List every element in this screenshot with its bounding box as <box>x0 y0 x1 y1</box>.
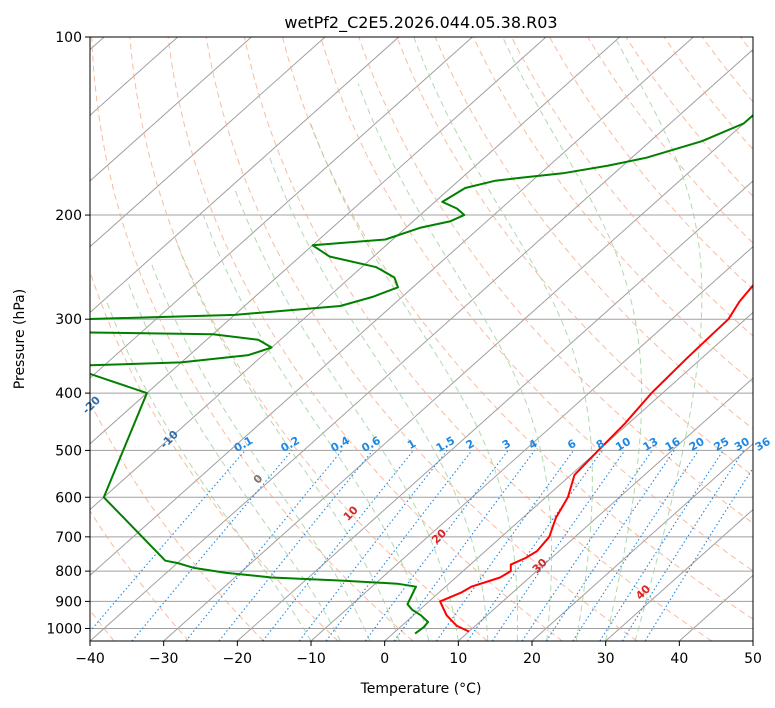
moist-adiabat-line <box>614 37 703 641</box>
mixing-ratio-line <box>218 450 374 641</box>
moist-adiabat-line <box>202 214 430 641</box>
x-tick-label: −10 <box>296 651 326 667</box>
mixing-ratio-line <box>491 450 626 641</box>
dry-adiabat-line <box>511 37 753 337</box>
y-tick-label: 600 <box>55 490 82 506</box>
x-tick-label: 0 <box>380 651 389 667</box>
x-axis-label: Temperature (°C) <box>360 681 482 697</box>
mixing-ratio-line <box>467 450 603 641</box>
isotherm-line <box>163 114 753 641</box>
isotherm-line <box>90 37 252 182</box>
isotherm-line <box>605 508 753 641</box>
dry-adiabat-line <box>90 400 264 641</box>
mixing-ratio-line <box>435 450 575 641</box>
moist-adiabat-line <box>175 239 400 641</box>
moist-adiabat-line <box>502 37 643 641</box>
mixing-ratio-line <box>521 450 653 641</box>
x-tick-label: −30 <box>149 651 179 667</box>
isotherm-line <box>90 37 400 314</box>
isotherm-line <box>90 37 621 511</box>
dry-adiabat-line <box>358 37 753 524</box>
dewpoint-profile-line <box>90 113 753 635</box>
mixing-ratio-line <box>185 450 343 641</box>
mixing-ratio-line <box>131 450 293 641</box>
isotherm-line <box>90 37 326 248</box>
y-axis-label: Pressure (hPa) <box>12 289 28 389</box>
y-tick-label: 200 <box>55 208 82 224</box>
y-tick-label: 400 <box>55 386 82 402</box>
y-tick-label: 700 <box>55 530 82 546</box>
dry-adiabat-line <box>587 37 753 244</box>
y-tick-label: 800 <box>55 564 82 580</box>
x-tick-label: 10 <box>449 651 467 667</box>
dry-adiabat-line <box>205 37 638 641</box>
isotherm-line <box>458 377 753 641</box>
dry-adiabat-line <box>663 37 753 151</box>
mixing-ratio-line <box>572 450 700 641</box>
isotherm-line <box>90 48 753 641</box>
isotherm-line <box>90 37 547 445</box>
y-tick-label: 100 <box>55 30 82 46</box>
mixing-ratio-line <box>599 450 724 641</box>
isotherm-line <box>237 180 753 641</box>
x-tick-label: 30 <box>597 651 615 667</box>
moist-adiabat-line <box>310 123 518 641</box>
y-tick-label: 1000 <box>46 621 82 637</box>
temperature-profile-line <box>439 283 753 633</box>
moist-adiabat-line <box>106 301 312 641</box>
x-tick-label: −40 <box>75 651 105 667</box>
moist-adiabat-line <box>413 37 593 641</box>
x-tick-label: −20 <box>223 651 253 667</box>
plot-frame <box>89 36 754 642</box>
isotherm-line <box>90 37 473 379</box>
y-tick-label: 300 <box>55 312 82 328</box>
x-tick-label: 50 <box>744 651 762 667</box>
mixing-ratio-line <box>393 450 536 641</box>
grid-layer <box>90 37 753 641</box>
moist-adiabat-line <box>357 83 553 641</box>
dry-adiabat-line <box>396 37 753 477</box>
mixing-ratio-line <box>545 450 675 641</box>
dry-adiabat-line <box>434 37 753 430</box>
isotherm-line <box>531 443 753 641</box>
isotherm-line <box>752 640 753 641</box>
moist-adiabat-line <box>127 282 341 641</box>
moist-adiabat-line <box>233 187 459 641</box>
dry-adiabat-line <box>282 37 753 620</box>
moist-adiabat-line <box>150 261 371 641</box>
mixing-ratio-line <box>364 450 509 641</box>
isotherm-line <box>384 311 753 641</box>
mixing-ratio-label: 36 <box>753 435 773 454</box>
y-tick-label: 500 <box>55 443 82 459</box>
dry-adiabat-line <box>320 37 753 572</box>
dry-adiabat-line <box>91 37 414 641</box>
isotherm-line <box>90 37 694 576</box>
x-tick-label: 40 <box>670 651 688 667</box>
mixing-ratio-line <box>325 450 473 641</box>
axis-layer: −40 −30 −20 −10 0 10 20 30 40 50 1000 900 800 700 600 5… <box>46 30 762 667</box>
mixing-ratio-line <box>644 467 753 641</box>
plot-background <box>90 37 753 641</box>
dry-adiabat-line <box>129 37 488 641</box>
chart-title: wetPf2_C2E5.2026.044.05.38.R03 <box>284 13 557 33</box>
moist-adiabat-line <box>269 157 489 641</box>
x-tick-label: 20 <box>523 651 541 667</box>
series-layer <box>90 113 753 635</box>
y-tick-label: 900 <box>55 594 82 610</box>
